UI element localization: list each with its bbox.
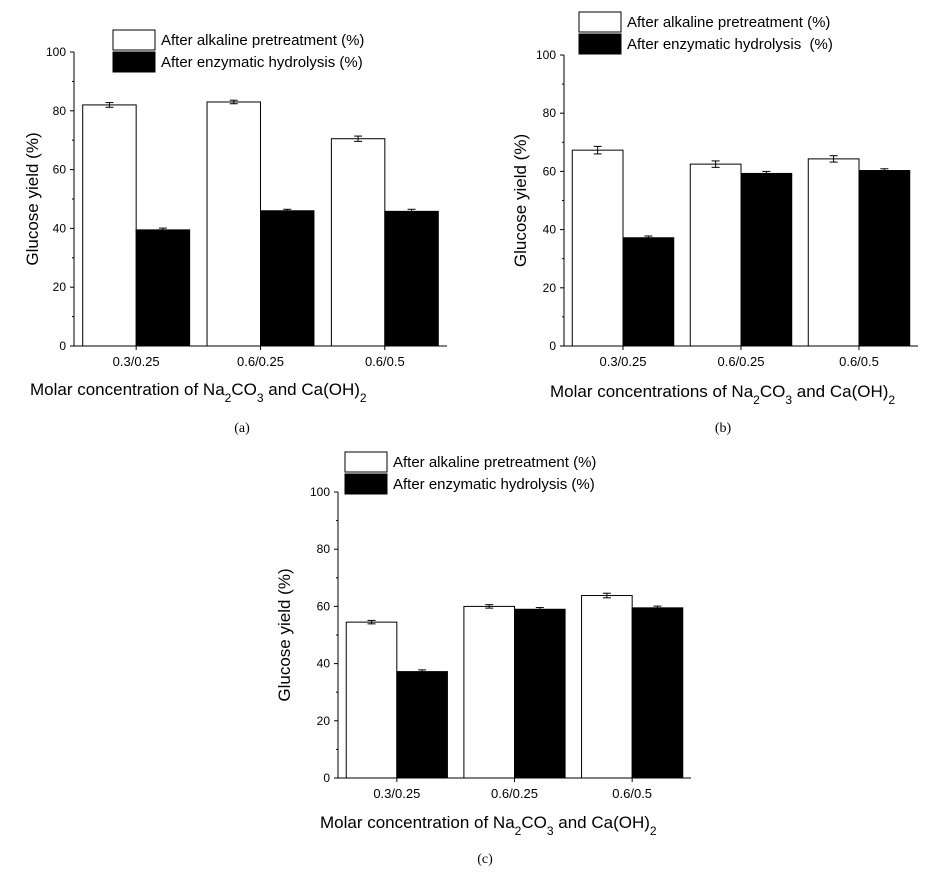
- y-tick-label: 20: [317, 714, 331, 728]
- y-tick-label: 60: [53, 163, 67, 177]
- legend-swatch-hydrolysis: [344, 473, 388, 495]
- y-tick-label: 60: [543, 164, 557, 178]
- y-tick-label: 20: [53, 280, 67, 294]
- y-tick-label: 0: [59, 339, 66, 353]
- x-tick-label: 0.3/0.25: [373, 786, 420, 801]
- x-axis-title-subscript: 2: [515, 824, 522, 838]
- legend-label: After alkaline pretreatment (%): [161, 32, 364, 49]
- legend: After alkaline pretreatment (%) After enz…: [578, 11, 833, 55]
- bar-pretreatment: [571, 149, 624, 347]
- panel-label: (b): [715, 421, 732, 436]
- x-axis-title-subscript: 3: [785, 393, 792, 407]
- x-tick-label: 0.6/0.25: [237, 354, 284, 369]
- x-axis-title-part: and Ca(OH): [792, 382, 888, 401]
- legend: After alkaline pretreatment (%) After enz…: [112, 29, 364, 73]
- bar-pretreatment: [330, 138, 386, 347]
- x-tick-label: 0.3/0.25: [600, 354, 647, 369]
- x-axis-title-subscript: 2: [225, 391, 232, 405]
- x-axis-title-subscript: 2: [888, 393, 895, 407]
- legend-swatch-pretreatment: [578, 11, 622, 33]
- bar-hydrolysis: [631, 607, 684, 779]
- x-axis-title-part: CO: [231, 380, 257, 399]
- bar-hydrolysis: [384, 210, 439, 347]
- x-axis-title-part: and Ca(OH): [264, 380, 360, 399]
- bar-hydrolysis: [740, 172, 793, 347]
- y-axis-title: Glucose yield (%): [23, 132, 42, 265]
- legend-swatch-pretreatment: [344, 451, 388, 473]
- bar-hydrolysis: [858, 170, 911, 347]
- x-axis-title-subscript: 2: [753, 393, 760, 407]
- x-axis-title-part: CO: [521, 813, 547, 832]
- x-axis-title-subscript: 3: [257, 391, 264, 405]
- y-tick-label: 80: [543, 106, 557, 120]
- bar-pretreatment: [689, 163, 742, 347]
- y-tick-label: 40: [543, 223, 557, 237]
- x-axis-title-subscript: 3: [547, 824, 554, 838]
- x-tick-label: 0.6/0.5: [839, 354, 879, 369]
- x-tick-label: 0.6/0.5: [612, 786, 652, 801]
- chart-panel-b: 0.3/0.25 0.6/0.25 0.6/0.5 0 20 40 60 80 100 Gluco…: [511, 11, 918, 436]
- y-tick-label: 100: [536, 48, 556, 62]
- legend-label: After enzymatic hydrolysis (%): [627, 36, 833, 53]
- y-tick-label: 60: [317, 599, 331, 613]
- x-tick-label: 0.6/0.25: [491, 786, 538, 801]
- legend-swatch-hydrolysis: [112, 51, 156, 73]
- bar-hydrolysis: [260, 210, 315, 347]
- bar-pretreatment: [807, 158, 860, 347]
- x-axis-title: Molar concentration of Na2CO3 and Ca(OH)…: [320, 813, 657, 838]
- bar-pretreatment: [206, 101, 261, 347]
- chart-panel-c: 0.3/0.25 0.6/0.25 0.6/0.5 0 20 40 60 80 100 Gluco…: [275, 451, 691, 867]
- legend-label: After alkaline pretreatment (%): [393, 454, 596, 471]
- x-tick-label: 0.6/0.25: [718, 354, 765, 369]
- legend-swatch-pretreatment: [112, 29, 156, 51]
- y-tick-label: 40: [317, 657, 331, 671]
- x-axis-title-part: Molar concentrations of Na: [550, 382, 754, 401]
- y-tick-label: 100: [310, 485, 330, 499]
- bar-hydrolysis: [396, 671, 448, 779]
- legend-label: After alkaline pretreatment (%): [627, 14, 830, 31]
- x-tick-label: 0.6/0.5: [365, 354, 405, 369]
- bar-pretreatment: [82, 104, 137, 347]
- panel-label: (c): [477, 852, 493, 867]
- x-axis-title: Molar concentrations of Na2CO3 and Ca(OH…: [550, 382, 895, 407]
- y-tick-label: 0: [323, 771, 330, 785]
- legend: After alkaline pretreatment (%) After enz…: [344, 451, 596, 495]
- y-tick-label: 100: [46, 45, 66, 59]
- y-tick-label: 40: [53, 221, 67, 235]
- bar-hydrolysis: [622, 237, 675, 347]
- x-axis-title-part: and Ca(OH): [554, 813, 650, 832]
- legend-label: After enzymatic hydrolysis (%): [161, 54, 363, 71]
- y-axis-title: Glucose yield (%): [511, 134, 530, 267]
- y-tick-label: 0: [549, 339, 556, 353]
- x-axis-title-part: Molar concentration of Na: [30, 380, 225, 399]
- y-tick-label: 20: [543, 281, 557, 295]
- y-tick-label: 80: [53, 104, 67, 118]
- x-axis-title-part: CO: [760, 382, 786, 401]
- legend-swatch-hydrolysis: [578, 33, 622, 55]
- x-axis-title-subscript: 2: [360, 391, 367, 405]
- x-axis-title-part: Molar concentration of Na: [320, 813, 515, 832]
- bar-hydrolysis: [135, 229, 191, 347]
- y-axis-title: Glucose yield (%): [275, 568, 294, 701]
- legend-label: After enzymatic hydrolysis (%): [393, 476, 595, 493]
- chart-panel-a: 0.3/0.25 0.6/0.25 0.6/0.5 0 20 40 60 80 100 Gluco…: [23, 29, 447, 436]
- bar-pretreatment: [463, 605, 515, 779]
- x-axis-title-subscript: 2: [650, 824, 657, 838]
- bar-pretreatment: [345, 621, 398, 779]
- x-axis-title: Molar concentration of Na2CO3 and Ca(OH)…: [30, 380, 367, 405]
- x-tick-label: 0.3/0.25: [113, 354, 160, 369]
- y-tick-label: 80: [317, 542, 331, 556]
- bar-pretreatment: [581, 595, 633, 779]
- bar-hydrolysis: [514, 608, 566, 779]
- panel-label: (a): [234, 421, 250, 436]
